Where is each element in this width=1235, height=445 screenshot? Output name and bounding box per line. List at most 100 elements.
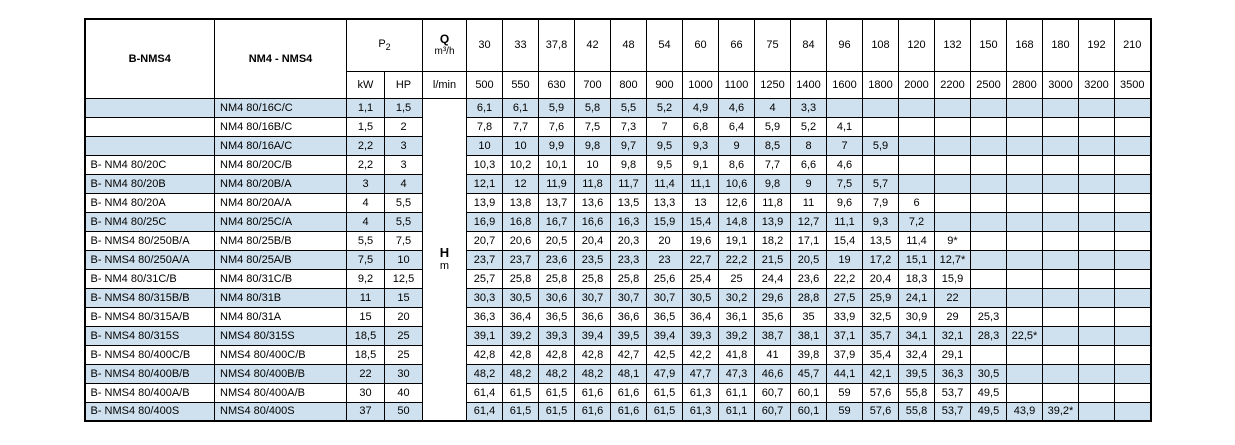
head-value-cell: 61,6 — [574, 382, 611, 403]
nm4-model-cell: NM4 80/16B/C — [214, 116, 347, 137]
nm4-model-cell: NM4 80/31B — [214, 287, 347, 308]
head-value-cell: 61,6 — [610, 401, 647, 422]
flow-m3h-header-cell: 66 — [718, 18, 755, 72]
head-value-cell: 23,6 — [538, 249, 575, 270]
bnms4-model-cell: B- NMS4 80/315A/B — [84, 306, 215, 327]
head-value-cell — [898, 116, 935, 137]
head-value-cell — [1078, 97, 1115, 118]
head-value-cell: 5,2 — [790, 116, 827, 137]
head-value-cell: 37,1 — [826, 325, 863, 346]
head-value-cell: 25,4 — [682, 268, 719, 289]
head-value-cell: 11,8 — [574, 173, 611, 194]
head-value-cell — [1078, 268, 1115, 289]
head-value-cell: 36,6 — [574, 306, 611, 327]
head-value-cell: 49,5 — [970, 401, 1007, 422]
head-value-cell — [970, 135, 1007, 156]
head-value-cell: 61,5 — [646, 401, 683, 422]
head-value-cell: 4,9 — [682, 97, 719, 118]
head-value-cell: 23,7 — [502, 249, 539, 270]
head-value-cell: 19 — [826, 249, 863, 270]
flow-m3h-header-cell: 210 — [1114, 18, 1151, 72]
nm4-model-cell: NMS4 80/400S — [214, 401, 347, 422]
table-row: B- NM4 80/31C/B NM4 80/31C/B 9,2 12,5 25,7 25… — [84, 268, 1151, 289]
head-value-cell — [1042, 344, 1079, 365]
head-value-cell: 55,8 — [898, 401, 935, 422]
head-value-cell — [934, 173, 971, 194]
head-value-cell: 10,1 — [538, 154, 575, 175]
flow-lmin-header-cell: 3200 — [1078, 70, 1115, 99]
head-value-cell: 27,5 — [826, 287, 863, 308]
head-value-cell: 46,6 — [754, 363, 791, 384]
head-value-cell: 30,5 — [682, 287, 719, 308]
head-value-cell — [1114, 116, 1151, 137]
head-value-cell — [1006, 249, 1043, 270]
header-row-lmin: kW HP l/min 500 550 630 700 800 900 1000 1100 12… — [85, 70, 1151, 99]
head-value-cell: 10,2 — [502, 154, 539, 175]
head-value-cell: 5,9 — [754, 116, 791, 137]
head-value-cell: 39,2 — [502, 325, 539, 346]
head-value-cell: 35,4 — [862, 344, 899, 365]
flow-lmin-header-cell: 700 — [574, 70, 611, 99]
head-value-cell: 42,7 — [610, 344, 647, 365]
nm4-model-cell: NM4 80/25B/B — [214, 230, 347, 251]
flow-m3h-header-cell: 30 — [466, 18, 503, 72]
head-value-cell: 7,6 — [538, 116, 575, 137]
power-hp-cell: 12,5 — [384, 268, 423, 289]
head-value-cell — [1006, 268, 1043, 289]
table-row: B- NMS4 80/250B/A NM4 80/25B/B 5,5 7,5 20,7 2… — [84, 230, 1151, 251]
head-value-cell: 43,9 — [1006, 401, 1043, 422]
head-value-cell — [1042, 268, 1079, 289]
head-value-cell — [1078, 306, 1115, 327]
bnms4-model-cell: B- NM4 80/25C — [84, 211, 215, 232]
head-value-cell — [1042, 249, 1079, 270]
head-value-cell — [1006, 211, 1043, 232]
head-value-cell: 9,5 — [646, 154, 683, 175]
bnms4-model-cell: B- NMS4 80/250B/A — [84, 230, 215, 251]
head-value-cell — [1078, 382, 1115, 403]
flow-lmin-header-cell: 1000 — [682, 70, 719, 99]
power-kw-cell: 18,5 — [346, 344, 385, 365]
head-value-cell: 49,5 — [970, 382, 1007, 403]
head-value-cell: 28,8 — [790, 287, 827, 308]
head-value-cell — [1042, 135, 1079, 156]
head-value-cell: 7 — [826, 135, 863, 156]
head-value-cell: 41 — [754, 344, 791, 365]
head-value-cell: 7,2 — [898, 211, 935, 232]
head-value-cell: 4,6 — [718, 97, 755, 118]
head-value-cell: 7,8 — [466, 116, 503, 137]
head-value-cell: 53,7 — [934, 382, 971, 403]
head-value-cell — [1114, 268, 1151, 289]
head-value-cell: 11 — [790, 192, 827, 213]
head-value-cell: 5,7 — [862, 173, 899, 194]
flow-lmin-header-cell: 3000 — [1042, 70, 1079, 99]
head-value-cell: 7,3 — [610, 116, 647, 137]
head-value-cell: 11,4 — [646, 173, 683, 194]
head-value-cell: 48,2 — [574, 363, 611, 384]
head-value-cell — [970, 116, 1007, 137]
head-value-cell: 42,2 — [682, 344, 719, 365]
column-header-lmin: l/min — [422, 70, 467, 99]
head-value-cell: 36,3 — [466, 306, 503, 327]
power-kw-cell: 30 — [346, 382, 385, 403]
head-value-cell — [1006, 154, 1043, 175]
head-value-cell: 11,4 — [898, 230, 935, 251]
head-value-cell: 20,7 — [466, 230, 503, 251]
head-value-cell: 30,7 — [646, 287, 683, 308]
head-value-cell: 25,9 — [862, 287, 899, 308]
head-value-cell: 61,5 — [538, 382, 575, 403]
p2-subscript: 2 — [385, 42, 391, 53]
head-value-cell: 42,8 — [466, 344, 503, 365]
flow-lmin-header-cell: 550 — [502, 70, 539, 99]
head-value-cell: 22,5* — [1006, 325, 1043, 346]
head-value-cell: 16,8 — [502, 211, 539, 232]
power-kw-cell: 11 — [346, 287, 385, 308]
head-value-cell: 16,9 — [466, 211, 503, 232]
head-value-cell: 15,1 — [898, 249, 935, 270]
head-value-cell — [862, 97, 899, 118]
head-value-cell: 21,5 — [754, 249, 791, 270]
head-value-cell: 48,2 — [538, 363, 575, 384]
power-hp-cell: 25 — [384, 344, 423, 365]
head-value-cell — [1042, 97, 1079, 118]
head-value-cell — [1078, 135, 1115, 156]
